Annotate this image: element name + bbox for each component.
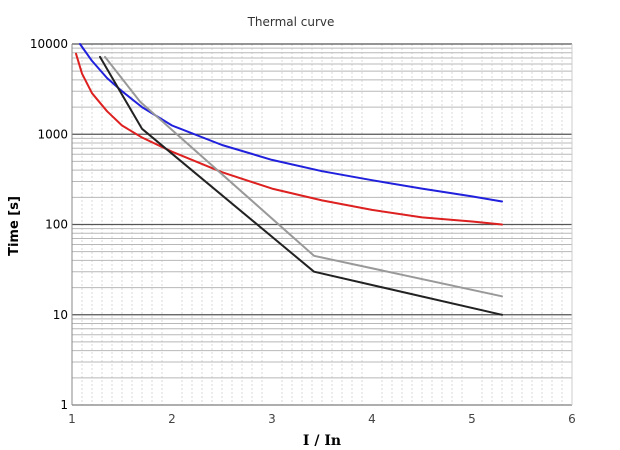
y-tick-label: 1000 — [37, 127, 68, 141]
y-tick-label: 100 — [45, 218, 68, 232]
y-tick-label: 10000 — [30, 37, 68, 51]
series-line-4 — [104, 55, 503, 298]
series-line-3 — [99, 55, 503, 316]
x-tick-label: 5 — [468, 412, 476, 426]
y-tick-label: 10 — [53, 308, 68, 322]
series-group — [75, 43, 503, 316]
x-tick-label: 2 — [168, 412, 176, 426]
grid — [71, 43, 573, 406]
x-tick-label: 6 — [568, 412, 576, 426]
x-tick-label: 4 — [368, 412, 376, 426]
series-line-1 — [79, 43, 503, 203]
x-axis-label: I / In — [303, 433, 341, 449]
x-tick-label: 3 — [268, 412, 276, 426]
series-line-2 — [75, 52, 503, 226]
y-axis-label: Time [s] — [7, 196, 22, 256]
chart-title: Thermal curve — [247, 15, 335, 29]
x-tick-label: 1 — [68, 412, 76, 426]
tick-labels: 1 10 100 1000 10000 1 2 3 4 5 6 — [30, 37, 576, 426]
y-tick-label: 1 — [60, 398, 68, 412]
